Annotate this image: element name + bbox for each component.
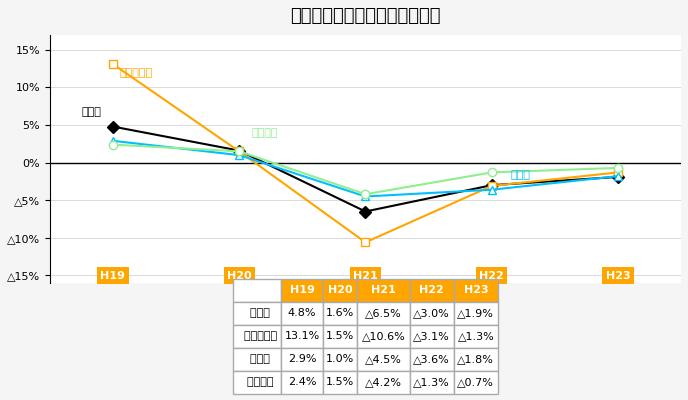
Text: H23: H23: [605, 271, 630, 281]
Text: 大阪圏: 大阪圏: [510, 170, 530, 180]
Text: H19: H19: [100, 271, 125, 281]
Text: 名古屋圏: 名古屋圏: [252, 128, 279, 138]
Text: 東京都区部: 東京都区部: [119, 68, 152, 78]
Text: 東京圏: 東京圏: [81, 107, 101, 117]
Text: H20: H20: [227, 271, 252, 281]
Text: H22: H22: [480, 271, 504, 281]
Text: H21: H21: [353, 271, 378, 281]
Title: 圏域別住宅地の年間変動率推移: 圏域別住宅地の年間変動率推移: [290, 7, 441, 25]
